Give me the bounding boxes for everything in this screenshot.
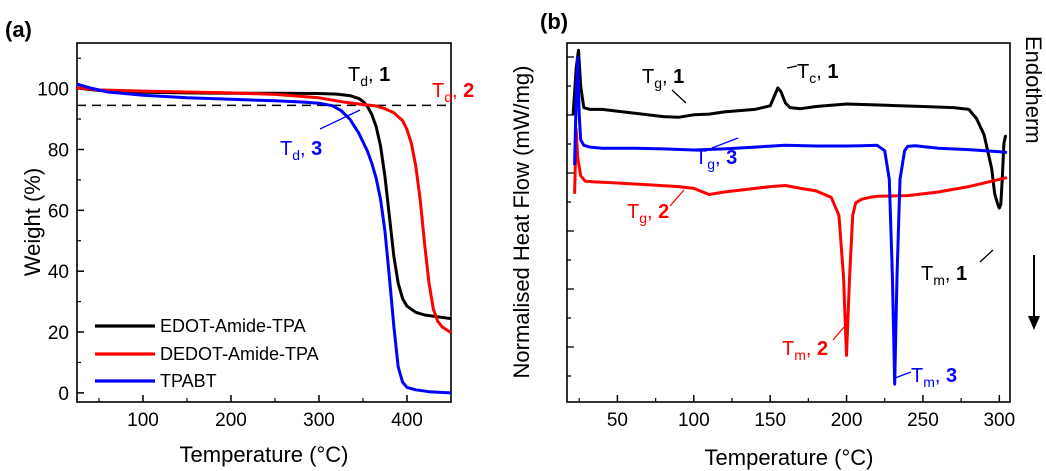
annotation-td-2: Td, 2 <box>432 80 474 105</box>
panel-a-y-tick-label: 20 <box>48 323 69 344</box>
panel-b-x-tick-label: 100 <box>678 410 710 431</box>
panel-b-y-axis-label: Normalised Heat Flow (mW/mg) <box>509 66 534 379</box>
annotation-tm-2: Tm, 2 <box>782 338 828 363</box>
legend-label-tpabt: TPABT <box>160 371 217 391</box>
endotherm-label: Endotherm <box>1021 36 1046 144</box>
panel-b-label: (b) <box>540 9 568 34</box>
panel-a: (a) 100 200 300 400 0 20 40 60 80 100 Temperature… <box>5 17 474 467</box>
annotation-tm-3: Tm, 3 <box>911 365 957 390</box>
panel-a-legend: EDOT-Amide-TPA DEDOT-Amide-TPA TPABT <box>95 316 319 391</box>
annotation-td-3: Td, 3 <box>280 138 322 163</box>
panel-b-x-tick-label: 50 <box>607 410 628 431</box>
panel-a-series <box>76 82 452 395</box>
panel-b-x-tick-label: 200 <box>831 410 863 431</box>
panel-a-x-tick-label: 100 <box>127 410 159 431</box>
panel-a-y-tick-label: 100 <box>37 80 69 101</box>
panel-a-y-axis-label: Weight (%) <box>20 168 45 276</box>
panel-b-x-axis-label: Temperature (°C) <box>705 445 874 470</box>
panel-a-series-line-3 <box>76 82 452 395</box>
panel-a-y-tick-label: 40 <box>48 262 69 283</box>
panel-a-series-line-1 <box>76 86 452 321</box>
panel-a-plot-frame <box>76 42 452 403</box>
annotation-tg-1: Tg, 1 <box>642 66 684 91</box>
panel-a-label: (a) <box>5 17 32 42</box>
panel-b-series-line-2 <box>573 127 1008 357</box>
panel-a-series-line-2 <box>76 86 452 334</box>
panel-a-x-tick-label: 400 <box>391 410 423 431</box>
annotation-tc-1: Tc, 1 <box>797 61 838 86</box>
tm-1-pointer <box>979 249 994 263</box>
tg-1-pointer <box>671 89 687 104</box>
legend-label-dedot: DEDOT-Amide-TPA <box>160 344 319 364</box>
panel-a-y-tick-label: 80 <box>48 140 69 161</box>
tm-2-pointer <box>832 326 845 341</box>
panel-b: (b) 50 100 150 200 250 300 Temperature (°C) N… <box>509 9 1046 470</box>
panel-a-x-tick-label: 200 <box>215 410 247 431</box>
tg-2-pointer <box>669 189 685 207</box>
panel-a-y-tick-label: 60 <box>48 201 69 222</box>
panel-b-plot-frame <box>566 42 1011 403</box>
annotation-tm-1: Tm, 1 <box>921 263 967 288</box>
td-3-pointer <box>319 109 361 130</box>
annotation-tg-3: Tg, 3 <box>695 147 737 172</box>
panel-a-x-axis-label: Temperature (°C) <box>180 442 349 467</box>
panel-b-series-line-3 <box>573 55 1008 386</box>
endotherm-arrow-head <box>1028 316 1040 330</box>
annotation-tg-2: Tg, 2 <box>627 201 669 226</box>
panel-b-x-tick-label: 300 <box>983 410 1015 431</box>
tc-1-pointer <box>786 65 798 69</box>
panel-b-series <box>571 48 1008 386</box>
panel-b-series-line-1 <box>571 48 1007 210</box>
tg-3-pointer <box>711 137 739 149</box>
legend-label-edot: EDOT-Amide-TPA <box>160 316 306 336</box>
panel-b-x-tick-label: 150 <box>754 410 786 431</box>
panel-a-y-tick-label: 0 <box>58 384 69 405</box>
panel-a-ticks: 100 200 300 400 0 20 40 60 80 100 <box>37 57 423 431</box>
tm-3-pointer <box>894 371 912 379</box>
panel-a-x-tick-label: 300 <box>303 410 335 431</box>
annotation-td-1: Td, 1 <box>348 64 390 89</box>
panel-b-x-tick-label: 250 <box>907 410 939 431</box>
panel-b-ticks: 50 100 150 200 250 300 <box>567 56 1015 431</box>
